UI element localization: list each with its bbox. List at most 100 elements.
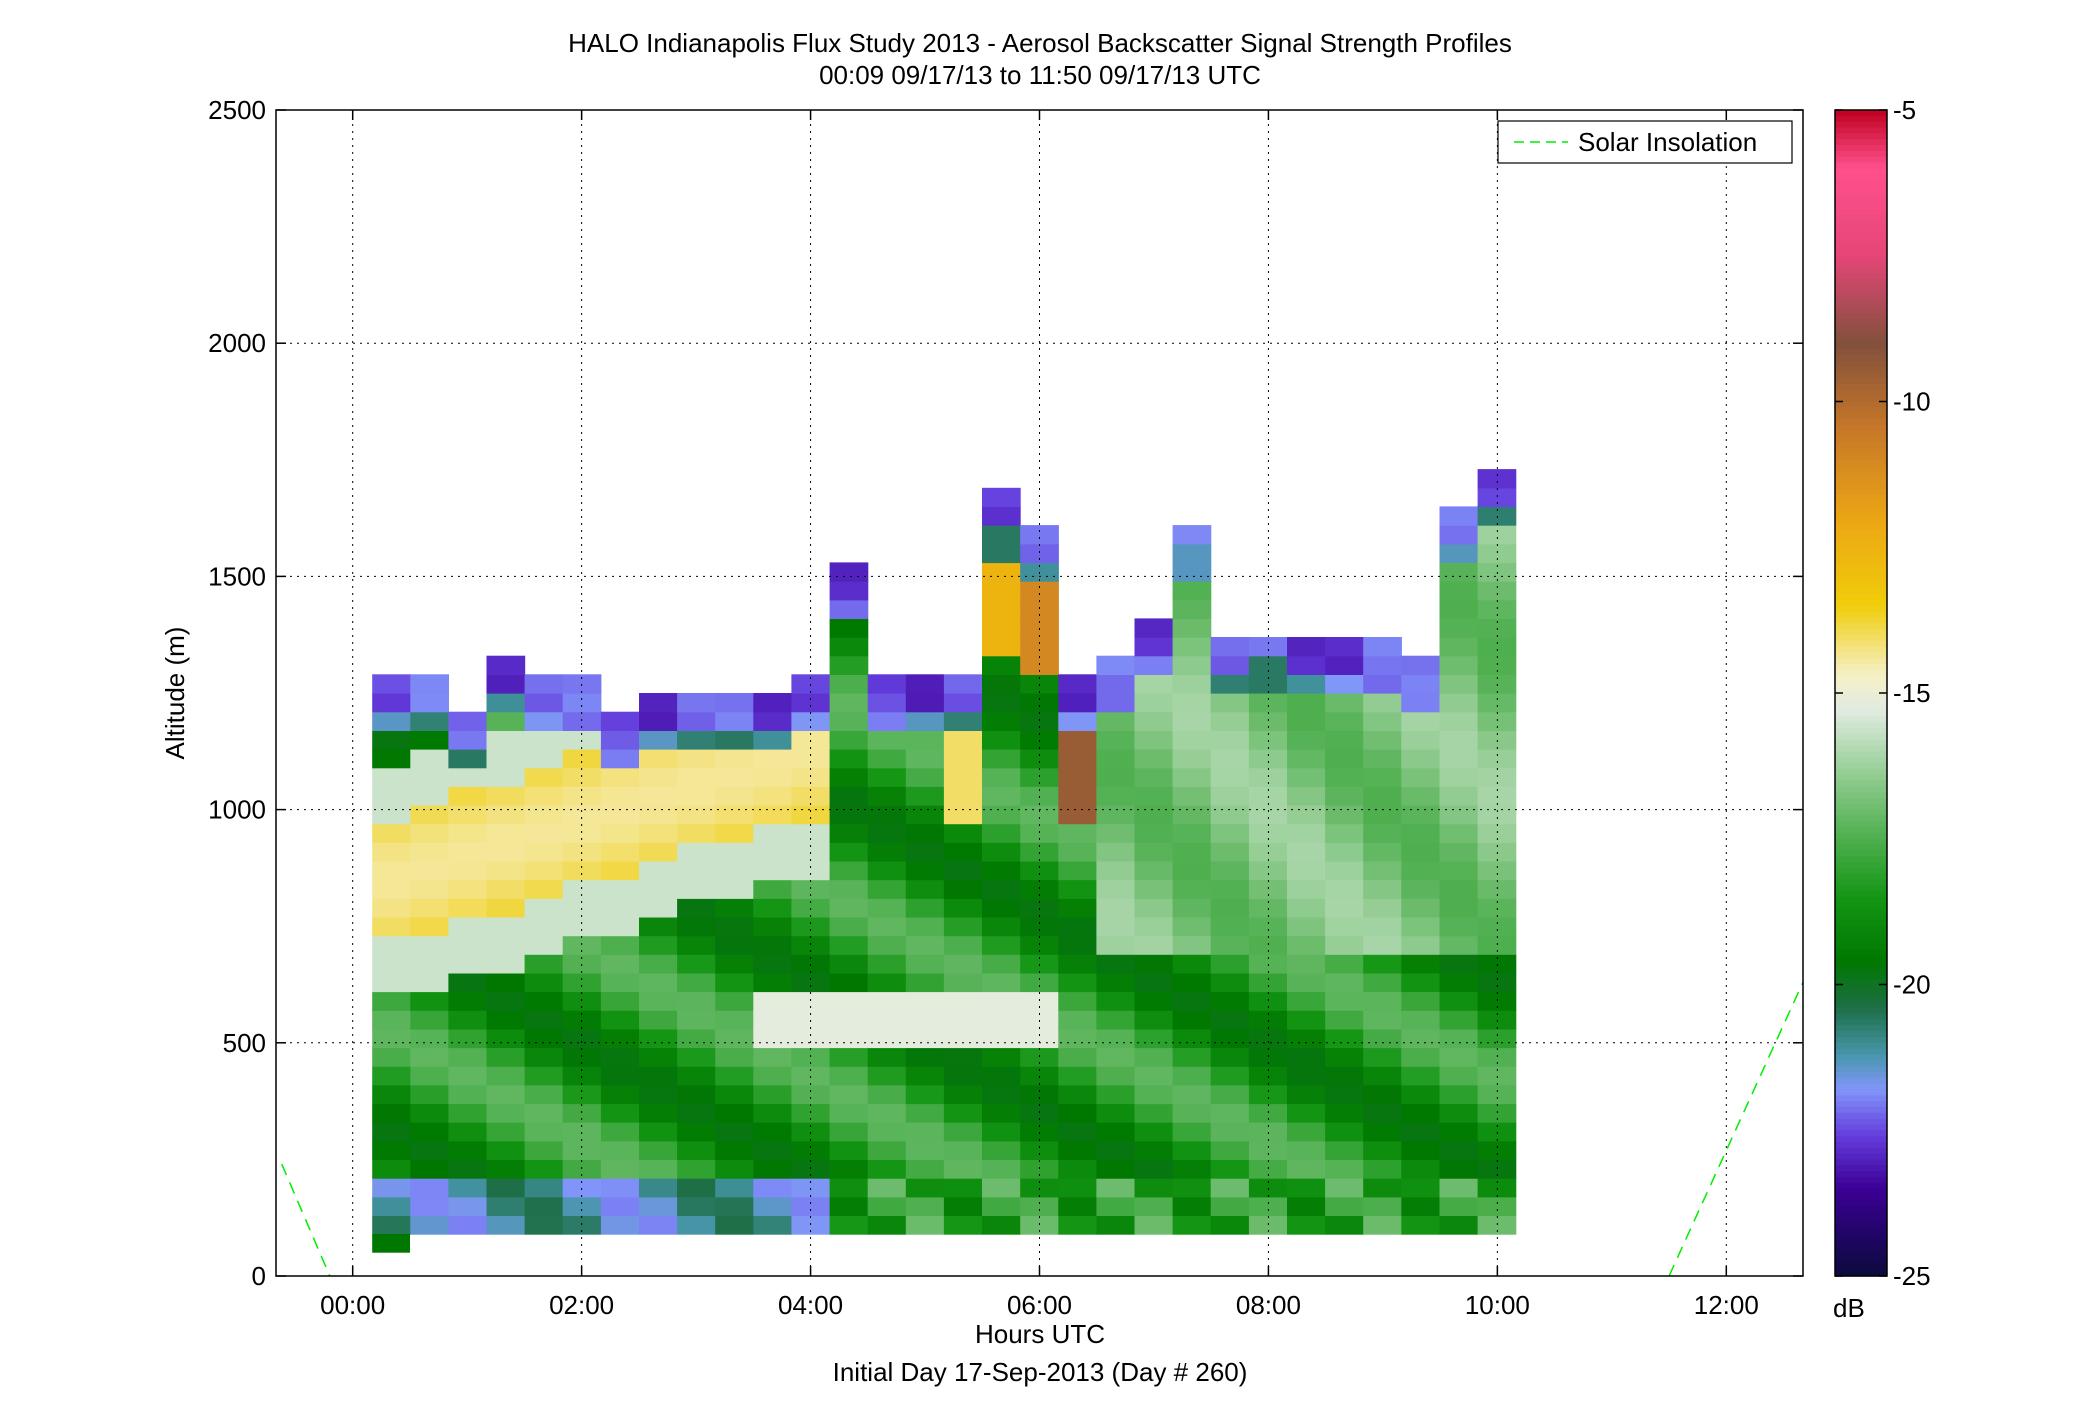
heatmap-cell [372, 767, 411, 787]
y-tick-label: 2000 [208, 328, 266, 358]
heatmap-cell [1325, 842, 1364, 862]
colorbar-swatch [1835, 611, 1887, 618]
heatmap-cell [982, 786, 1021, 806]
colorbar-swatch [1835, 727, 1887, 735]
heatmap-cell [1020, 581, 1059, 601]
heatmap-cell [1401, 804, 1440, 825]
heatmap-cell [562, 749, 602, 769]
heatmap-cell [372, 1028, 411, 1049]
heatmap-cell [905, 1159, 945, 1179]
heatmap-cell [524, 954, 564, 974]
x-tick-label: 00:00 [320, 1290, 385, 1320]
heatmap-cell [1401, 842, 1440, 862]
heatmap-cell [791, 879, 831, 899]
heatmap-cell [1477, 1122, 1517, 1142]
heatmap-cell [943, 1103, 983, 1123]
heatmap-cell [448, 916, 488, 937]
heatmap-cell [1172, 1047, 1212, 1067]
heatmap-cell [1210, 860, 1250, 881]
y-axis-label: Altitude (m) [160, 627, 190, 760]
heatmap-cell [639, 972, 678, 993]
colorbar-swatch [1835, 932, 1887, 939]
heatmap-cell [372, 879, 411, 899]
colorbar-swatch [1835, 139, 1887, 146]
heatmap-cell [1439, 525, 1479, 545]
heatmap-cell [1210, 1084, 1250, 1105]
heatmap-cell [1020, 655, 1059, 675]
heatmap-cell [1172, 562, 1212, 582]
heatmap-cell [562, 954, 602, 974]
heatmap-cell [715, 1066, 754, 1086]
colorbar-swatch [1835, 751, 1887, 758]
heatmap-cell [639, 804, 678, 825]
heatmap-cell [1401, 1028, 1440, 1049]
heatmap-cell [639, 879, 678, 899]
heatmap-cell [753, 730, 792, 750]
heatmap-cell [715, 823, 754, 843]
heatmap-cell [1477, 786, 1517, 806]
heatmap-cell [1020, 842, 1059, 862]
heatmap-cell [486, 1215, 526, 1235]
heatmap-cell [1172, 1084, 1212, 1105]
heatmap-cell [1096, 1215, 1136, 1235]
colorbar-swatch [1835, 809, 1887, 817]
colorbar-swatch [1835, 1182, 1887, 1190]
heatmap-cell [982, 804, 1021, 825]
colorbar-swatch [1835, 407, 1887, 414]
heatmap-cell [1477, 525, 1517, 545]
heatmap-cell [943, 1066, 983, 1086]
heatmap-cell [905, 749, 945, 769]
heatmap-cell [1134, 1047, 1174, 1067]
heatmap-cell [486, 1178, 526, 1198]
y-tick-label: 1500 [208, 561, 266, 591]
heatmap-cell [372, 935, 411, 955]
heatmap-cell [715, 1196, 754, 1216]
heatmap-cell [1248, 767, 1288, 787]
heatmap-cell [1096, 1140, 1136, 1160]
colorbar-swatch [1835, 780, 1887, 787]
colorbar-swatch [1835, 762, 1887, 770]
colorbar-swatch [1835, 249, 1887, 257]
heatmap-cell [562, 730, 602, 750]
heatmap-cell [1096, 1103, 1136, 1123]
heatmap-cell [562, 1066, 602, 1086]
heatmap-cell [1325, 655, 1364, 675]
colorbar-swatch [1835, 570, 1887, 577]
colorbar-swatch [1835, 640, 1887, 647]
heatmap-cell [1172, 898, 1212, 918]
heatmap-cell [753, 954, 792, 974]
heatmap-cell [1248, 749, 1288, 769]
colorbar-swatch [1835, 284, 1887, 292]
colorbar-swatch [1835, 226, 1887, 234]
heatmap-cell [486, 954, 526, 974]
heatmap-cell [905, 1140, 945, 1160]
colorbar-swatch [1835, 500, 1887, 508]
colorbar-swatch [1835, 862, 1887, 869]
colorbar-swatch [1835, 990, 1887, 997]
heatmap-cell [1210, 637, 1250, 657]
heatmap-cell [1287, 842, 1326, 862]
heatmap-cell [639, 1103, 678, 1123]
heatmap-cell [791, 1084, 831, 1105]
heatmap-cell [1058, 1103, 1097, 1123]
heatmap-cell [1172, 860, 1212, 881]
heatmap-cell [562, 1140, 602, 1160]
heatmap-cell [982, 1066, 1021, 1086]
heatmap-cell [1287, 1084, 1326, 1105]
heatmap-cell [982, 562, 1021, 582]
heatmap-cell [1134, 991, 1174, 1011]
heatmap-cell [562, 767, 602, 787]
heatmap-cell [715, 749, 754, 769]
colorbar-swatch [1835, 238, 1887, 245]
heatmap-cell [1439, 730, 1479, 750]
colorbar-swatch [1835, 1252, 1887, 1260]
heatmap-cell [753, 1215, 792, 1235]
heatmap-cell [715, 1028, 754, 1049]
heatmap-cell [448, 1140, 488, 1160]
colorbar-swatch [1835, 1171, 1887, 1178]
heatmap-cell [982, 1159, 1021, 1179]
heatmap-cell [1134, 674, 1174, 694]
heatmap-cell [1134, 618, 1174, 638]
heatmap-cell [1134, 786, 1174, 806]
heatmap-cell [943, 860, 983, 881]
